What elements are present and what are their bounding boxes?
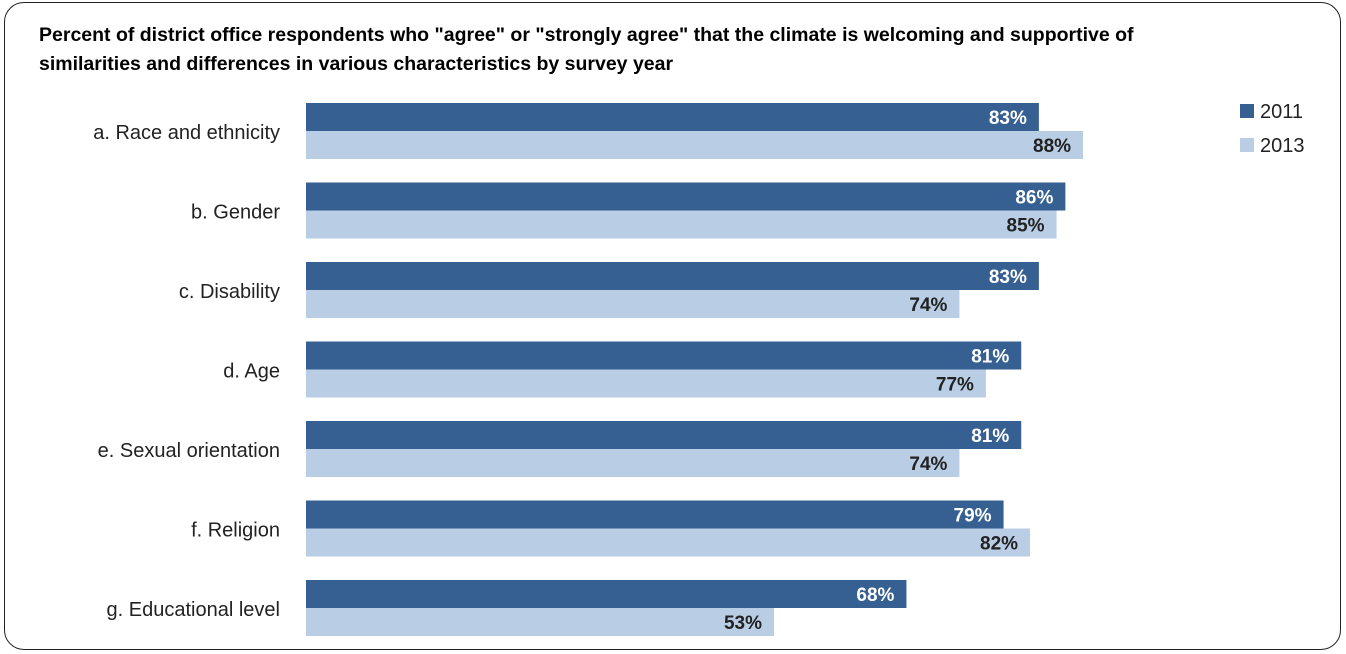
category-label: a. Race and ethnicity — [93, 122, 280, 144]
category-label: d. Age — [223, 361, 280, 383]
legend: 2011 2013 — [1240, 101, 1305, 157]
data-label: 77% — [936, 375, 974, 396]
data-label: 68% — [856, 585, 894, 606]
category-label: e. Sexual orientation — [98, 440, 280, 462]
bar-2013-4 — [306, 369, 986, 398]
bar-2013-3 — [306, 290, 960, 318]
data-label: 86% — [1015, 188, 1053, 209]
bar-2013-6 — [306, 528, 1031, 557]
bar-2011-6 — [306, 500, 1004, 529]
data-label: 88% — [1033, 136, 1071, 157]
data-label: 74% — [909, 454, 947, 475]
bar-2013-5 — [306, 449, 960, 477]
legend-swatch-2011 — [1240, 104, 1254, 118]
data-label: 81% — [971, 347, 1009, 368]
data-label: 53% — [724, 613, 762, 634]
bar-2013-2 — [306, 210, 1057, 239]
data-label: 85% — [1007, 216, 1045, 237]
category-label: c. Disability — [179, 281, 280, 303]
data-label: 74% — [909, 295, 947, 316]
bar-2011-4 — [306, 341, 1022, 370]
bar-2011-5 — [306, 421, 1022, 449]
data-label: 82% — [980, 534, 1018, 555]
bar-2013-7 — [306, 608, 774, 636]
bar-2013-1 — [306, 131, 1084, 159]
bar-2011-2 — [306, 182, 1066, 211]
data-label: 83% — [989, 267, 1027, 288]
bar-2011-1 — [306, 103, 1039, 131]
category-label: f. Religion — [191, 520, 280, 542]
category-label: g. Educational level — [107, 599, 280, 621]
data-label: 81% — [971, 426, 1009, 447]
data-label: 83% — [989, 108, 1027, 129]
data-label: 79% — [954, 506, 992, 527]
labels-layer: a. Race and ethnicity 83% 88% b. Gender 86% 8… — [93, 108, 1071, 634]
bar-2011-3 — [306, 262, 1039, 290]
legend-label: 2013 — [1260, 135, 1305, 157]
legend-swatch-2013 — [1240, 138, 1254, 152]
category-label: b. Gender — [191, 202, 280, 224]
bar-2011-7 — [306, 580, 907, 608]
legend-label: 2011 — [1260, 101, 1303, 123]
chart-title: Percent of district office respondents w… — [39, 24, 1134, 75]
bars-layer — [306, 103, 1084, 636]
